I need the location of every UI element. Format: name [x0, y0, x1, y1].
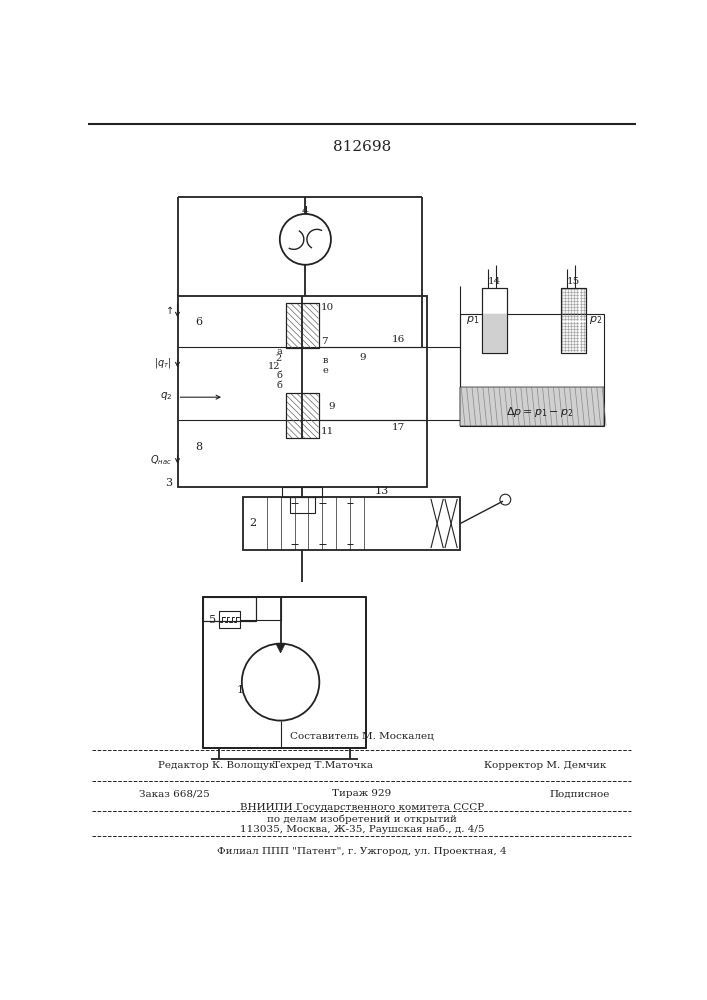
Text: Подписное: Подписное — [549, 789, 610, 798]
Bar — [286, 303, 319, 348]
Text: 7: 7 — [321, 337, 327, 346]
Bar — [460, 387, 604, 426]
Text: ВНИИПИ Государственного комитета СССР: ВНИИПИ Государственного комитета СССР — [240, 803, 484, 812]
Bar — [290, 497, 315, 513]
Text: а: а — [276, 347, 282, 356]
Text: 5: 5 — [209, 615, 216, 625]
Bar — [482, 288, 507, 353]
Text: $Q_{нас}$: $Q_{нас}$ — [150, 453, 172, 467]
Text: 2: 2 — [250, 518, 257, 528]
Text: 16: 16 — [392, 335, 405, 344]
Bar — [460, 314, 604, 426]
Text: 812698: 812698 — [333, 140, 391, 154]
Text: Филиал ППП "Патент", г. Ужгород, ул. Проектная, 4: Филиал ППП "Патент", г. Ужгород, ул. Про… — [217, 847, 507, 856]
Text: 10: 10 — [321, 303, 334, 312]
Text: Составитель М. Москалец: Составитель М. Москалец — [290, 732, 434, 740]
Text: $\Delta p = p_1 - p_2$: $\Delta p = p_1 - p_2$ — [506, 405, 573, 419]
Text: Корректор М. Демчик: Корректор М. Демчик — [484, 761, 606, 770]
Polygon shape — [276, 644, 285, 653]
Bar — [203, 597, 366, 748]
Text: Редактор К. Волощук: Редактор К. Волощук — [158, 761, 276, 770]
Bar — [286, 393, 319, 438]
Bar — [561, 288, 586, 353]
Bar — [286, 303, 319, 348]
Bar — [203, 597, 256, 620]
Text: $\uparrow$: $\uparrow$ — [163, 304, 174, 316]
Bar — [460, 387, 604, 426]
Text: е: е — [322, 366, 328, 375]
Bar — [482, 288, 507, 353]
Text: $p_2$: $p_2$ — [589, 314, 602, 326]
Bar — [286, 393, 319, 438]
Text: 11: 11 — [321, 427, 334, 436]
Text: 3: 3 — [165, 478, 172, 488]
Bar — [561, 288, 586, 353]
Bar — [482, 314, 507, 353]
Bar — [177, 296, 427, 487]
Text: 14: 14 — [488, 277, 501, 286]
Text: 4: 4 — [302, 206, 309, 216]
Text: 12: 12 — [268, 362, 281, 371]
Bar — [282, 487, 322, 497]
Text: Заказ 668/25: Заказ 668/25 — [139, 789, 209, 798]
Text: 1: 1 — [236, 685, 243, 695]
Text: $p_1$: $p_1$ — [466, 314, 479, 326]
Text: 6: 6 — [195, 317, 202, 327]
Text: по делам изобретений и открытий: по делам изобретений и открытий — [267, 814, 457, 824]
Text: $|q_т|$: $|q_т|$ — [154, 356, 172, 370]
Bar — [243, 497, 460, 550]
Text: б: б — [276, 381, 282, 390]
Text: б: б — [276, 371, 282, 380]
Text: Техред Т.Маточка: Техред Т.Маточка — [273, 761, 373, 770]
Text: 13: 13 — [375, 486, 390, 496]
Bar — [218, 611, 240, 628]
Text: 9: 9 — [360, 353, 366, 362]
Text: $q_2$: $q_2$ — [160, 390, 172, 402]
Text: 9: 9 — [329, 402, 335, 411]
Text: 8: 8 — [195, 442, 202, 452]
Text: 113035, Москва, Ж-35, Раушская наб., д. 4/5: 113035, Москва, Ж-35, Раушская наб., д. … — [240, 824, 484, 834]
Text: 15: 15 — [567, 277, 580, 286]
Text: в: в — [322, 356, 328, 365]
Text: Тираж 929: Тираж 929 — [332, 789, 392, 798]
Text: 17: 17 — [392, 424, 405, 432]
Text: 2: 2 — [276, 354, 282, 363]
